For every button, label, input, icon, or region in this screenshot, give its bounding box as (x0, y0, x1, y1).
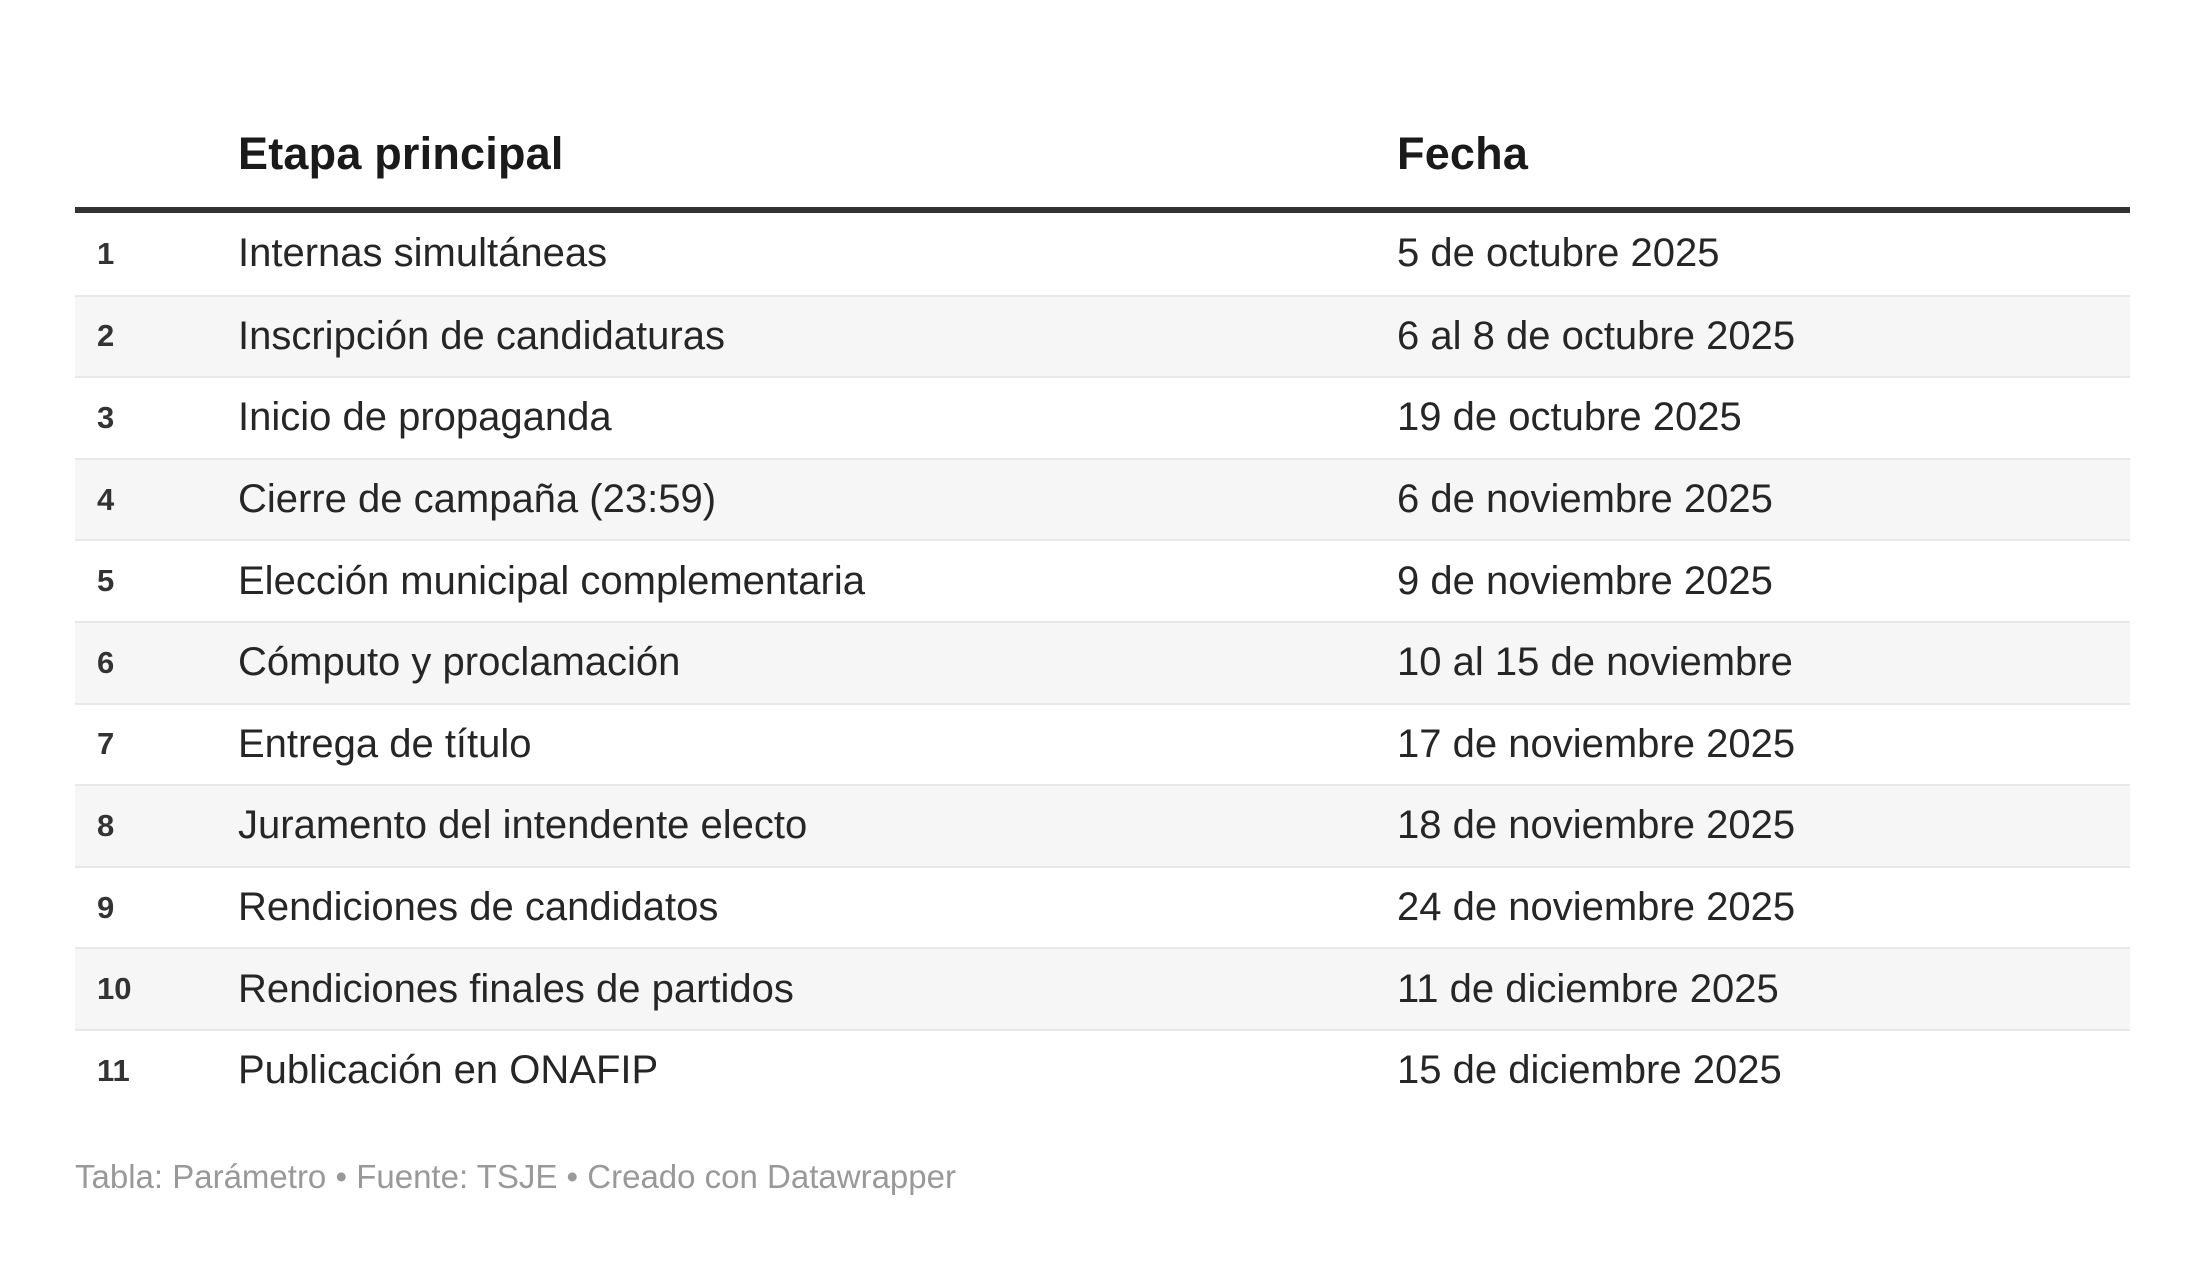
row-number: 11 (97, 1052, 130, 1088)
stage-cell: Cómputo y proclamación (238, 640, 681, 685)
source-credit: Fuente: TSJE (356, 1158, 558, 1195)
table-footer: Tabla: Parámetro • Fuente: TSJE • Creado… (75, 1158, 956, 1196)
date-cell: 15 de diciembre 2025 (1397, 1048, 1782, 1093)
row-number: 6 (97, 644, 115, 680)
table-row: 3 Inicio de propaganda 19 de octubre 2025 (75, 376, 2130, 458)
table-row: 9 Rendiciones de candidatos 24 de noviembr… (75, 865, 2130, 948)
table-body: 1 Internas simultáneas 5 de octubre 2025 2 I… (75, 213, 2130, 1111)
date-cell: 10 al 15 de noviembre (1397, 640, 1793, 685)
table-row: 5 Elección municipal complementaria 9 de n… (75, 539, 2130, 621)
stage-cell: Rendiciones de candidatos (238, 885, 719, 930)
footer-separator: • (335, 1158, 348, 1195)
date-cell: 9 de noviembre 2025 (1397, 558, 1773, 603)
table-header-row: Etapa principal Fecha (75, 100, 2130, 213)
row-number: 7 (97, 726, 115, 762)
table-row: 6 Cómputo y proclamación 10 al 15 de novie… (75, 620, 2130, 703)
footer-separator: • (566, 1158, 579, 1195)
table-row: 4 Cierre de campaña (23:59) 6 de noviembre… (75, 457, 2130, 540)
date-cell: 5 de octubre 2025 (1397, 231, 1720, 276)
table-row: 10 Rendiciones finales de partidos 11 de d… (75, 947, 2130, 1029)
date-cell: 24 de noviembre 2025 (1397, 885, 1796, 930)
stage-cell: Entrega de título (238, 721, 532, 766)
column-header-stage: Etapa principal (238, 127, 564, 179)
table-row: 7 Entrega de título 17 de noviembre 2025 (75, 702, 2130, 785)
stage-cell: Juramento del intendente electo (238, 803, 808, 848)
stage-cell: Rendiciones finales de partidos (238, 966, 794, 1011)
row-number: 10 (97, 971, 132, 1007)
schedule-table: Etapa principal Fecha 1 Internas simultán… (75, 100, 2130, 1111)
row-number: 5 (97, 563, 115, 599)
table-credit: Tabla: Parámetro (75, 1158, 327, 1195)
date-cell: 6 de noviembre 2025 (1397, 477, 1773, 522)
column-header-date: Fecha (1397, 127, 1529, 179)
stage-cell: Publicación en ONAFIP (238, 1048, 659, 1093)
stage-cell: Elección municipal complementaria (238, 558, 865, 603)
row-number: 1 (97, 235, 115, 271)
stage-cell: Inscripción de candidaturas (238, 313, 725, 358)
stage-cell: Cierre de campaña (23:59) (238, 477, 717, 522)
table-row: 8 Juramento del intendente electo 18 de no… (75, 784, 2130, 866)
row-number: 9 (97, 889, 115, 925)
table-row: 11 Publicación en ONAFIP 15 de diciembre 2… (75, 1028, 2130, 1111)
row-number: 8 (97, 807, 115, 843)
date-cell: 19 de octubre 2025 (1397, 395, 1742, 440)
stage-cell: Inicio de propaganda (238, 395, 612, 440)
date-cell: 17 de noviembre 2025 (1397, 721, 1796, 766)
table-row: 1 Internas simultáneas 5 de octubre 2025 (75, 213, 2130, 295)
date-cell: 18 de noviembre 2025 (1397, 803, 1796, 848)
row-number: 4 (97, 481, 115, 517)
stage-cell: Internas simultáneas (238, 231, 608, 276)
date-cell: 6 al 8 de octubre 2025 (1397, 313, 1796, 358)
date-cell: 11 de diciembre 2025 (1397, 966, 1779, 1011)
row-number: 2 (97, 318, 115, 354)
table-row: 2 Inscripción de candidaturas 6 al 8 de oc… (75, 294, 2130, 377)
row-number: 3 (97, 399, 115, 435)
datawrapper-credit: Creado con Datawrapper (587, 1158, 956, 1195)
